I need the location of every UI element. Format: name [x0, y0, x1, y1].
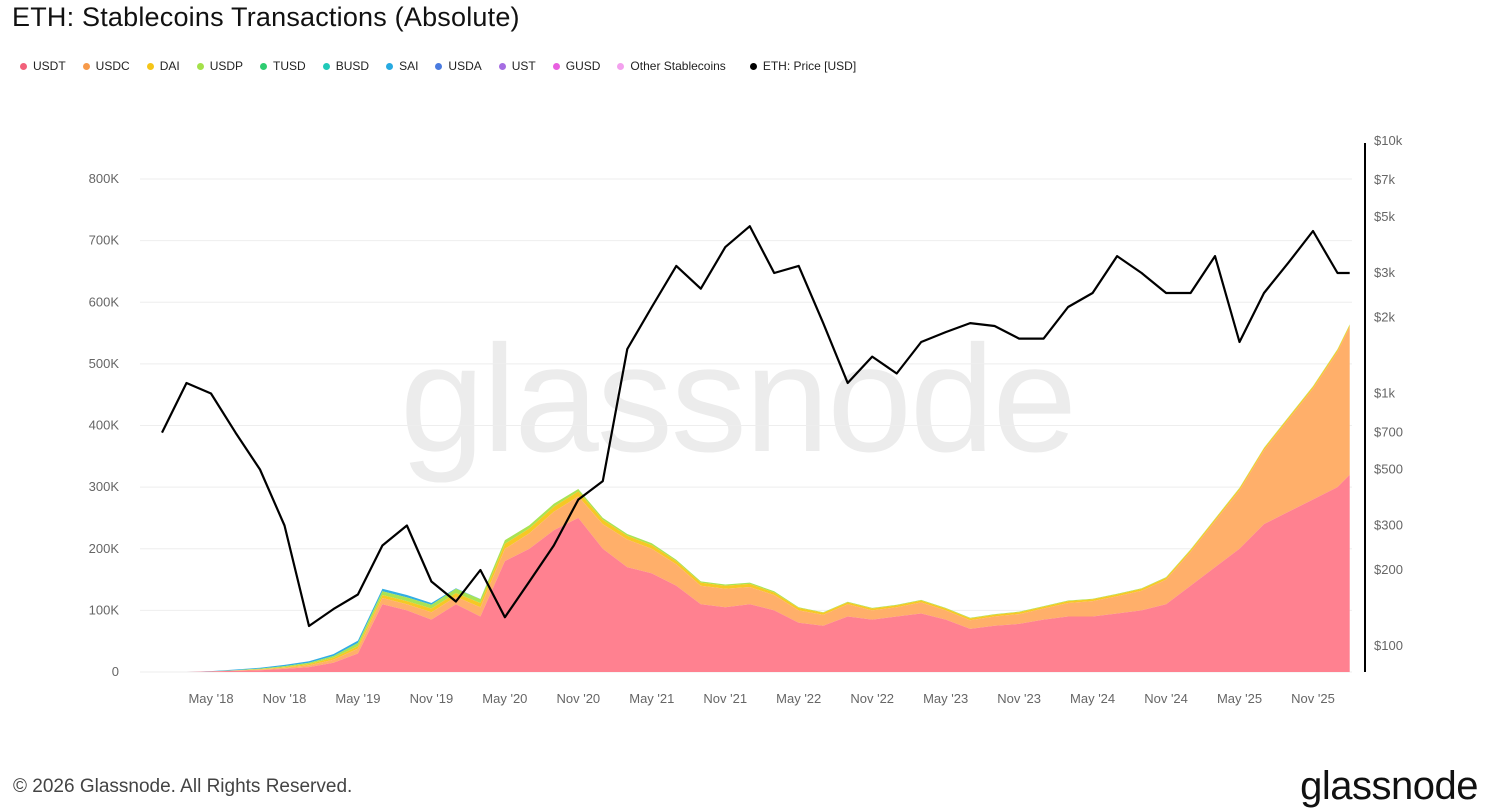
x-tick-label: May '24	[1070, 691, 1115, 706]
legend-item-eth-price-usd[interactable]: ETH: Price [USD]	[749, 59, 857, 73]
area-series-usdc	[162, 326, 1350, 672]
legend-dot	[322, 62, 330, 70]
legend-item-tusd[interactable]: TUSD	[260, 59, 306, 73]
x-tick-label: May '25	[1217, 691, 1262, 706]
copyright-footer: © 2026 Glassnode. All Rights Reserved.	[13, 776, 353, 797]
legend-dot	[146, 62, 154, 70]
legend-label: USDP	[209, 59, 244, 73]
legend-dot	[552, 62, 560, 70]
legend-label: SAI	[399, 59, 419, 73]
legend-dot	[260, 62, 268, 70]
y-right-tick-label: $300	[1374, 518, 1403, 533]
legend-dot	[749, 62, 757, 70]
legend-dot	[498, 62, 506, 70]
y-left-tick-label: 400K	[89, 418, 120, 433]
legend-label: DAI	[159, 59, 180, 73]
y-right-tick-label: $3k	[1374, 265, 1395, 280]
legend-label: USDC	[95, 59, 130, 73]
x-tick-label: May '19	[335, 691, 380, 706]
y-right-tick-label: $200	[1374, 562, 1403, 577]
x-tick-label: Nov '18	[263, 691, 307, 706]
legend-label: USDT	[33, 59, 66, 73]
x-tick-label: May '22	[776, 691, 821, 706]
x-tick-label: Nov '21	[703, 691, 747, 706]
legend-label: ETH: Price [USD]	[762, 59, 857, 73]
area-series-usdt	[162, 474, 1350, 672]
x-tick-label: May '23	[923, 691, 968, 706]
legend-item-other-stablecoins[interactable]: Other Stablecoins	[617, 59, 726, 73]
y-right-tick-label: $2k	[1374, 309, 1395, 324]
y-right-tick-label: $5k	[1374, 209, 1395, 224]
legend-label: GUSD	[565, 59, 601, 73]
legend-label: BUSD	[335, 59, 370, 73]
legend-item-usdt[interactable]: USDT	[20, 59, 66, 73]
legend-label: USDA	[448, 59, 482, 73]
watermark: glassnode	[400, 314, 1077, 484]
x-tick-label: Nov '22	[850, 691, 894, 706]
y-left-tick-label: 200K	[89, 541, 120, 556]
legend-item-usdp[interactable]: USDP	[196, 59, 244, 73]
y-left-tick-label: 500K	[89, 356, 120, 371]
chart-legend: USDT USDC DAI USDP TUSD BUSD SAI USDA UST GUSD Oth…	[20, 59, 873, 73]
legend-label: TUSD	[273, 59, 306, 73]
legend-item-gusd[interactable]: GUSD	[552, 59, 601, 73]
y-right-tick-label: $7k	[1374, 172, 1395, 187]
x-tick-label: Nov '19	[410, 691, 454, 706]
y-left-tick-label: 600K	[89, 294, 120, 309]
y-left-tick-label: 0	[112, 664, 119, 679]
legend-dot	[386, 62, 394, 70]
legend-dot	[617, 62, 625, 70]
x-tick-label: May '20	[482, 691, 527, 706]
chart-title: ETH: Stablecoins Transactions (Absolute)	[12, 2, 520, 32]
y-right-tick-label: $10k	[1374, 133, 1403, 148]
legend-label: Other Stablecoins	[630, 59, 726, 73]
y-right-tick-label: $500	[1374, 462, 1403, 477]
legend-dot	[196, 62, 204, 70]
glassnode-logo: glassnode	[1300, 764, 1478, 808]
x-tick-label: Nov '20	[556, 691, 600, 706]
y-left-tick-label: 700K	[89, 233, 120, 248]
x-tick-label: Nov '23	[997, 691, 1041, 706]
legend-item-sai[interactable]: SAI	[386, 59, 418, 73]
legend-item-dai[interactable]: DAI	[146, 59, 180, 73]
legend-dot	[82, 62, 90, 70]
legend-label: UST	[511, 59, 536, 73]
x-tick-label: Nov '24	[1144, 691, 1188, 706]
x-tick-label: May '21	[629, 691, 674, 706]
legend-item-ust[interactable]: UST	[498, 59, 536, 73]
eth-price-line	[161, 225, 1350, 628]
legend-item-busd[interactable]: BUSD	[322, 59, 370, 73]
y-left-tick-label: 800K	[89, 171, 120, 186]
legend-dot	[20, 62, 27, 70]
x-tick-label: May '18	[188, 691, 233, 706]
y-right-tick-label: $700	[1374, 425, 1403, 440]
y-right-tick-label: $100	[1374, 638, 1403, 653]
y-right-tick-label: $1k	[1374, 386, 1395, 401]
legend-dot	[435, 62, 443, 70]
legend-item-usda[interactable]: USDA	[435, 59, 482, 73]
y-left-tick-label: 100K	[89, 602, 120, 617]
legend-item-usdc[interactable]: USDC	[82, 59, 130, 73]
x-tick-label: Nov '25	[1291, 691, 1335, 706]
y-left-tick-label: 300K	[89, 479, 120, 494]
